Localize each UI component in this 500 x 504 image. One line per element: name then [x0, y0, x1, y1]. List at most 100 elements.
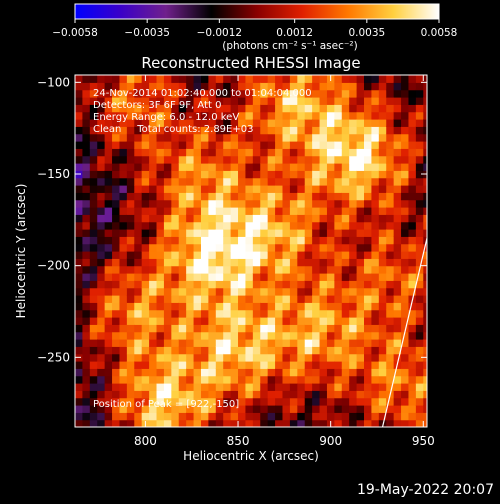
heatmap-cell	[378, 280, 387, 289]
heatmap-cell	[134, 199, 143, 208]
heatmap-cell	[282, 412, 291, 421]
heatmap-cell	[312, 346, 321, 355]
heatmap-cell	[126, 170, 135, 179]
heatmap-cell	[326, 163, 335, 171]
heatmap-cell	[378, 148, 387, 157]
heatmap-cell	[364, 221, 373, 230]
heatmap-cell	[378, 177, 387, 186]
heatmap-cell	[386, 221, 395, 230]
heatmap-cell	[245, 119, 254, 127]
heatmap-cell	[156, 177, 165, 186]
heatmap-cell	[408, 111, 417, 120]
heatmap-cell	[356, 397, 365, 406]
heatmap-cell	[334, 361, 343, 369]
heatmap-cell	[230, 331, 239, 340]
heatmap-cell	[356, 390, 365, 399]
heatmap-cell	[282, 243, 291, 252]
heatmap-cell	[356, 273, 365, 281]
heatmap-cell	[386, 324, 395, 333]
heatmap-cell	[334, 104, 343, 113]
heatmap-cell	[119, 192, 128, 201]
heatmap-cell	[215, 309, 224, 318]
x-tick-label: 950	[412, 434, 435, 448]
heatmap-cell	[297, 280, 306, 289]
heatmap-cell	[163, 295, 172, 303]
heatmap-cell	[297, 97, 306, 105]
heatmap-cell	[104, 133, 113, 142]
heatmap-cell	[297, 324, 306, 333]
heatmap-cell	[304, 339, 313, 347]
heatmap-cell	[319, 251, 328, 259]
heatmap-cell	[238, 390, 247, 399]
heatmap-cell	[334, 390, 343, 399]
heatmap-cell	[275, 177, 284, 186]
heatmap-cell	[378, 199, 387, 208]
heatmap-cell	[223, 331, 232, 340]
heatmap-cell	[245, 361, 254, 369]
heatmap-cell	[223, 177, 232, 186]
heatmap-cell	[341, 148, 350, 157]
heatmap-cell	[349, 229, 358, 237]
heatmap-cell	[319, 375, 328, 384]
heatmap-cell	[141, 324, 150, 333]
heatmap-cell	[126, 331, 135, 340]
heatmap-cell	[75, 199, 84, 208]
heatmap-cell	[119, 214, 128, 223]
y-axis-label: Heliocentric Y (arcsec)	[14, 184, 28, 319]
heatmap-cell	[319, 324, 328, 333]
heatmap-cell	[238, 339, 247, 347]
heatmap-cell	[141, 405, 150, 413]
heatmap-cell	[178, 155, 187, 164]
heatmap-cell	[386, 287, 395, 296]
heatmap-cell	[215, 265, 224, 274]
heatmap-cell	[230, 412, 239, 421]
heatmap-cell	[134, 104, 143, 113]
heatmap-cell	[297, 111, 306, 120]
heatmap-cell	[171, 170, 180, 179]
heatmap-cell	[415, 229, 424, 237]
heatmap-cell	[134, 82, 143, 91]
heatmap-cell	[97, 133, 106, 142]
heatmap-cell	[97, 346, 106, 355]
heatmap-cell	[312, 331, 321, 340]
heatmap-cell	[312, 229, 321, 237]
heatmap-cell	[200, 126, 209, 135]
heatmap-cell	[408, 199, 417, 208]
heatmap-cell	[393, 302, 402, 311]
heatmap-cell	[378, 405, 387, 413]
heatmap-cell	[149, 133, 158, 142]
heatmap-cell	[89, 119, 98, 127]
heatmap-cell	[245, 104, 254, 113]
heatmap-cell	[304, 295, 313, 303]
heatmap-cell	[275, 353, 284, 362]
heatmap-cell	[423, 339, 427, 347]
heatmap-cell	[408, 273, 417, 281]
heatmap-cell	[282, 280, 291, 289]
heatmap-cell	[223, 353, 232, 362]
heatmap-cell	[186, 214, 195, 223]
heatmap-cell	[312, 89, 321, 98]
heatmap-cell	[334, 75, 343, 83]
heatmap-cell	[223, 126, 232, 135]
heatmap-cell	[423, 317, 427, 325]
heatmap-cell	[364, 104, 373, 113]
heatmap-cell	[149, 236, 158, 245]
heatmap-cell	[364, 419, 373, 427]
heatmap-cell	[319, 368, 328, 377]
heatmap-cell	[215, 346, 224, 355]
heatmap-cell	[119, 97, 128, 105]
heatmap-cell	[163, 265, 172, 274]
heatmap-cell	[163, 251, 172, 259]
heatmap-cell	[319, 405, 328, 413]
heatmap-cell	[341, 155, 350, 164]
heatmap-cell	[238, 155, 247, 164]
heatmap-cell	[326, 280, 335, 289]
heatmap-cell	[238, 229, 247, 237]
heatmap-cell	[371, 251, 380, 259]
heatmap-cell	[230, 302, 239, 311]
heatmap-cell	[356, 419, 365, 427]
heatmap-cell	[89, 324, 98, 333]
heatmap-cell	[75, 302, 84, 311]
heatmap-cell	[289, 199, 298, 208]
heatmap-cell	[341, 82, 350, 91]
